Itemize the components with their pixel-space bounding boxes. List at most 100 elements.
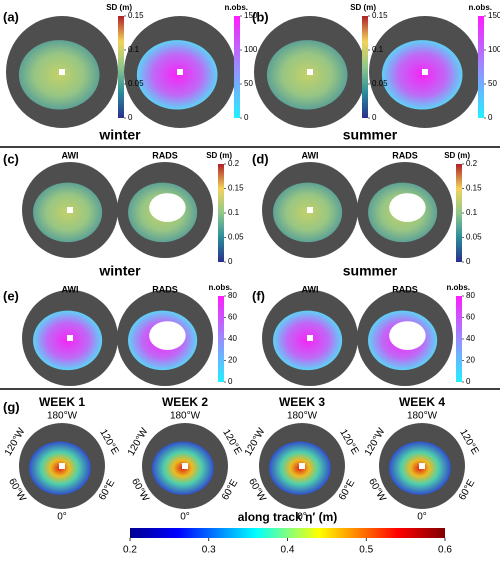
colorbar-tick-label: 0.1 — [128, 45, 140, 54]
season-label: winter — [98, 263, 141, 279]
colorbar-tick-label: 0.4 — [281, 545, 295, 556]
pole-marker — [419, 463, 425, 469]
colorbar-tick-label: 0.15 — [372, 11, 388, 20]
dataset-label: RADS — [152, 284, 178, 294]
colorbar-title: n.obs. — [468, 3, 492, 12]
pole-marker — [177, 69, 183, 75]
panel-label: (f) — [252, 288, 265, 303]
colorbar — [456, 164, 462, 262]
colorbar-title: SD (m) — [444, 151, 470, 160]
pole-marker — [307, 69, 313, 75]
colorbar — [478, 16, 484, 118]
dataset-label: AWI — [62, 150, 79, 160]
colorbar-tick-label: 100 — [488, 45, 500, 54]
colorbar — [218, 164, 224, 262]
season-label: summer — [343, 127, 398, 143]
week-label: WEEK 2 — [162, 395, 208, 409]
colorbar-tick-label: 0.5 — [359, 545, 373, 556]
panel-label: (g) — [3, 399, 20, 414]
week-label: WEEK 4 — [399, 395, 445, 409]
colorbar-tick-label: 0.05 — [228, 233, 244, 242]
longitude-label: 0° — [57, 512, 67, 523]
colorbar-tick-label: 80 — [466, 291, 475, 300]
longitude-label: 180°W — [47, 411, 78, 422]
colorbar-tick-label: 0.05 — [372, 79, 388, 88]
dataset-label: AWI — [302, 284, 319, 294]
colorbar-tick-label: 0.1 — [228, 208, 240, 217]
colorbar-tick-label: 0 — [228, 257, 233, 266]
dataset-label: AWI — [62, 284, 79, 294]
colorbar-tick-label: 0.15 — [466, 184, 482, 193]
panel-label: (e) — [3, 288, 19, 303]
panel-label: (d) — [252, 151, 269, 166]
colorbar-tick-label: 0.2 — [228, 159, 240, 168]
panel-label: (a) — [3, 9, 19, 24]
pole-marker — [59, 69, 65, 75]
colorbar-tick-label: 40 — [466, 334, 475, 343]
colorbar-tick-label: 50 — [244, 79, 253, 88]
dataset-label: RADS — [392, 284, 418, 294]
week-label: WEEK 3 — [279, 395, 325, 409]
colorbar — [362, 16, 368, 118]
colorbar-title: n.obs. — [224, 3, 248, 12]
colorbar-tick-label: 0.05 — [128, 79, 144, 88]
colorbar-tick-label: 20 — [466, 356, 475, 365]
pole-marker — [59, 463, 65, 469]
panel-label: (b) — [252, 9, 269, 24]
colorbar-title: n.obs. — [446, 283, 470, 292]
colorbar-title: SD (m) — [350, 3, 376, 12]
colorbar-tick-label: 0 — [244, 113, 249, 122]
pole-marker — [182, 463, 188, 469]
colorbar — [118, 16, 124, 118]
longitude-label: 180°W — [287, 411, 318, 422]
season-label: summer — [343, 263, 398, 279]
pole-marker — [67, 335, 73, 341]
pole-marker — [402, 207, 408, 213]
colorbar-title: SD (m) — [106, 3, 132, 12]
season-label: winter — [98, 127, 141, 143]
panel-label: (c) — [3, 151, 19, 166]
colorbar-tick-label: 0.1 — [466, 208, 478, 217]
pole-marker — [307, 207, 313, 213]
colorbar-tick-label: 0.15 — [228, 184, 244, 193]
colorbar-title: along track η′ (m) — [238, 510, 338, 524]
colorbar-tick-label: 0 — [488, 113, 493, 122]
pole-marker — [67, 207, 73, 213]
longitude-label: 180°W — [170, 411, 201, 422]
colorbar-tick-label: 0.05 — [466, 233, 482, 242]
colorbar — [234, 16, 240, 118]
colorbar — [456, 296, 462, 382]
colorbar-tick-label: 150 — [244, 11, 258, 20]
colorbar-tick-label: 100 — [244, 45, 258, 54]
colorbar-tick-label: 0.1 — [372, 45, 384, 54]
longitude-label: 0° — [180, 512, 190, 523]
pole-marker — [307, 335, 313, 341]
colorbar-title: SD (m) — [206, 151, 232, 160]
colorbar-tick-label: 0.2 — [123, 545, 137, 556]
colorbar-tick-label: 0.2 — [466, 159, 478, 168]
colorbar-tick-label: 0.3 — [202, 545, 216, 556]
dataset-label: RADS — [152, 150, 178, 160]
longitude-label: 0° — [417, 512, 427, 523]
colorbar-tick-label: 0 — [372, 113, 377, 122]
colorbar-tick-label: 0 — [128, 113, 133, 122]
pole-marker — [299, 463, 305, 469]
colorbar-tick-label: 50 — [488, 79, 497, 88]
pole-marker — [162, 207, 168, 213]
pole-marker — [402, 335, 408, 341]
colorbar-tick-label: 0.15 — [128, 11, 144, 20]
colorbar-tick-label: 60 — [228, 313, 237, 322]
colorbar-tick-label: 80 — [228, 291, 237, 300]
colorbar-title: n.obs. — [208, 283, 232, 292]
colorbar-tick-label: 0 — [228, 377, 233, 386]
colorbar-tick-label: 20 — [228, 356, 237, 365]
dataset-label: AWI — [302, 150, 319, 160]
longitude-label: 180°W — [407, 411, 438, 422]
colorbar-tick-label: 60 — [466, 313, 475, 322]
week-label: WEEK 1 — [39, 395, 85, 409]
colorbar — [218, 296, 224, 382]
colorbar — [130, 528, 445, 538]
longitude-label: 0° — [297, 512, 307, 523]
colorbar-tick-label: 40 — [228, 334, 237, 343]
